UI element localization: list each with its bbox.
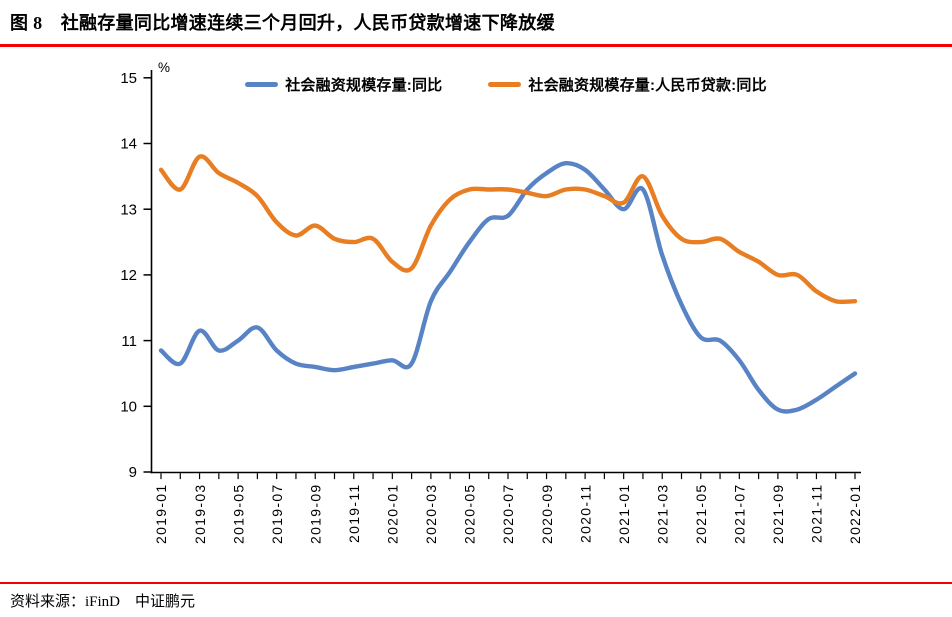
x-tick-label: 2022-01 <box>847 484 863 544</box>
top-rule <box>0 44 952 47</box>
legend-item-rmb-loans-yoy: 社会融资规模存量:人民币贷款:同比 <box>488 74 767 95</box>
x-tick-label: 2020-01 <box>385 484 401 544</box>
y-axis-unit-label: % <box>158 60 170 75</box>
y-tick-label: 10 <box>120 399 137 416</box>
figure-title: 图 8 社融存量同比增速连续三个月回升，人民币贷款增速下降放缓 <box>10 13 555 33</box>
x-tick-label: 2019-05 <box>230 484 246 544</box>
y-tick-label: 14 <box>120 136 137 153</box>
y-tick-label: 12 <box>120 267 137 284</box>
y-tick-label: 9 <box>129 464 137 481</box>
legend-label: 社会融资规模存量:同比 <box>285 76 443 94</box>
x-tick-label: 2021-05 <box>693 484 709 544</box>
x-tick-label: 2019-07 <box>269 484 285 544</box>
legend-swatch-orange-line <box>488 81 522 87</box>
y-tick-label: 11 <box>121 333 137 350</box>
x-tick-label: 2019-01 <box>153 484 169 544</box>
chart-legend: 社会融资规模存量:同比 社会融资规模存量:人民币贷款:同比 <box>150 74 862 94</box>
y-tick-label: 13 <box>120 201 137 218</box>
x-tick-label: 2020-11 <box>577 484 593 543</box>
x-tick-label: 2019-03 <box>192 484 208 544</box>
x-tick-label: 2019-09 <box>307 484 323 544</box>
data-source-note: 资料来源：iFinD 中证鹏元 <box>10 594 196 610</box>
bottom-rule <box>0 582 952 584</box>
x-tick-label: 2021-09 <box>770 484 786 544</box>
x-tick-label: 2021-03 <box>654 484 670 544</box>
y-tick-label: 15 <box>120 70 137 87</box>
legend-label: 社会融资规模存量:人民币贷款:同比 <box>528 76 767 94</box>
legend-item-tsf-stock-yoy: 社会融资规模存量:同比 <box>245 74 442 95</box>
series-line-1 <box>158 154 858 305</box>
x-tick-label: 2020-03 <box>423 484 439 544</box>
x-tick-label: 2020-09 <box>539 484 555 544</box>
x-tick-label: 2020-05 <box>462 483 478 543</box>
legend-swatch-blue-line <box>245 81 279 87</box>
x-tick-label: 2020-07 <box>500 484 516 544</box>
series-line-0 <box>158 160 858 414</box>
x-tick-label: 2021-07 <box>732 484 748 544</box>
x-tick-label: 2021-11 <box>809 484 825 543</box>
x-tick-label: 2019-11 <box>346 484 362 543</box>
x-tick-label: 2021-01 <box>616 484 632 544</box>
